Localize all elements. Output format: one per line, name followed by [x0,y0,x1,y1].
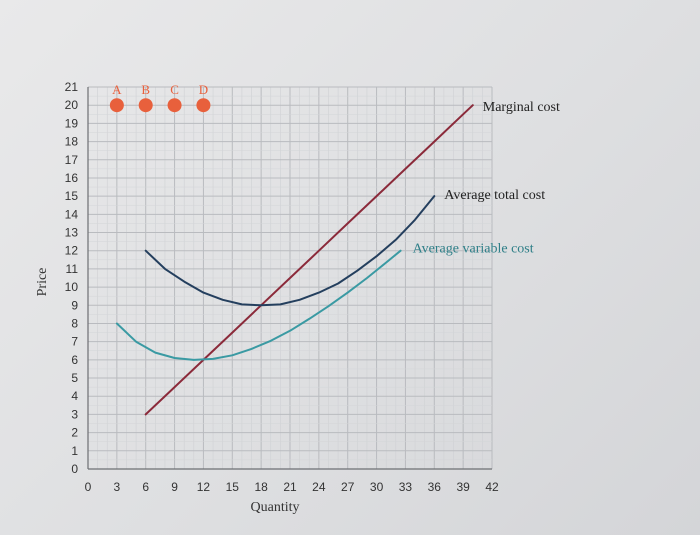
x-tick-label: 18 [254,480,268,494]
y-tick-label: 17 [65,153,79,167]
marker-label-d: D [199,82,208,97]
x-tick-labels: 0 3 6 9 12 15 18 21 24 27 30 33 36 39 42 [85,480,499,494]
series-label-marginal-cost: Marginal cost [483,100,560,115]
y-axis-title: Price [35,268,50,297]
y-tick-label: 13 [65,226,79,240]
y-tick-label: 5 [71,371,78,385]
x-tick-label: 12 [197,480,211,494]
y-tick-label: 7 [71,335,78,349]
x-tick-label: 27 [341,480,355,494]
x-tick-label: 42 [485,480,499,494]
y-tick-label: 8 [71,316,78,330]
x-tick-label: 33 [399,480,413,494]
y-tick-label: 10 [65,280,79,294]
y-tick-label: 21 [65,80,79,94]
marker-dot-b[interactable] [138,98,153,113]
series-line-average-total-cost [144,195,436,307]
marker-dot-a[interactable] [109,98,124,113]
series-label-average-variable-cost: Average variable cost [413,242,534,257]
y-tick-label: 15 [65,189,79,203]
y-tick-label: 12 [65,244,79,258]
x-tick-label: 21 [283,480,297,494]
y-tick-label: 11 [66,262,79,276]
x-tick-label: 0 [85,480,92,494]
x-tick-label: 30 [370,480,384,494]
y-tick-label: 20 [65,98,79,112]
y-tick-label: 18 [65,135,79,149]
y-tick-label: 2 [71,426,78,440]
marker-label-a: A [112,82,122,97]
x-tick-label: 39 [456,480,470,494]
y-tick-label: 4 [71,389,78,403]
series-labels: Marginal cost Average total cost Average v… [413,100,560,257]
marker-dot-d[interactable] [196,98,211,113]
y-tick-label: 9 [71,298,78,312]
x-tick-label: 36 [428,480,442,494]
y-tick-label: 3 [71,407,78,421]
x-axis-title: Quantity [251,500,300,515]
y-tick-label: 14 [65,207,79,221]
y-tick-label: 16 [65,171,79,185]
price-markers: A B C D [109,82,211,113]
marker-dot-c[interactable] [167,98,182,113]
x-tick-label: 24 [312,480,326,494]
grid [87,86,493,470]
series-line-average-variable-cost [115,249,402,361]
x-tick-label: 6 [142,480,149,494]
x-tick-label: 15 [226,480,240,494]
y-tick-label: 0 [71,462,78,476]
y-tick-label: 19 [65,116,79,130]
marker-label-b: B [141,82,150,97]
series [115,104,474,416]
x-tick-label: 3 [114,480,121,494]
y-tick-label: 6 [71,353,78,367]
marker-label-c: C [170,82,179,97]
series-label-average-total-cost: Average total cost [444,188,545,203]
axes [87,87,492,470]
y-tick-label: 1 [71,444,78,458]
x-tick-label: 9 [171,480,178,494]
